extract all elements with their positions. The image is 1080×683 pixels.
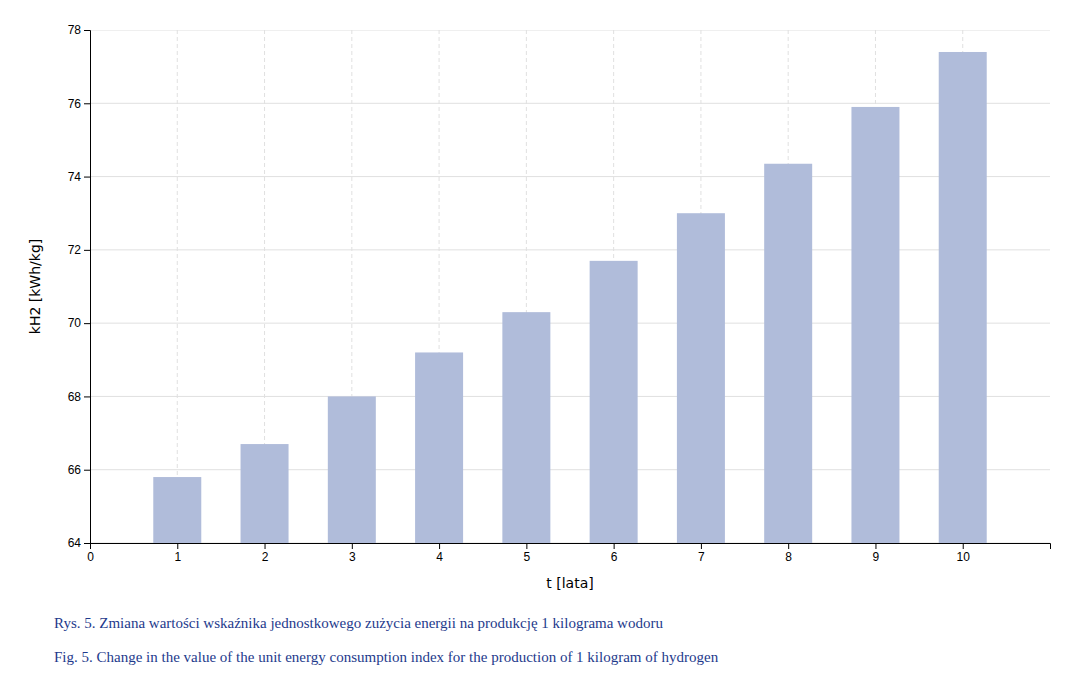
x-tick-label: 10 [957, 550, 971, 564]
plot: 0123456789106466687072747678 [68, 23, 1051, 563]
x-tick: 1 [174, 543, 181, 564]
grid-line [90, 469, 1050, 470]
x-tick-mark [177, 543, 178, 549]
grid [90, 30, 1050, 543]
grid-line [90, 396, 1050, 397]
grid-line [90, 103, 1050, 104]
bars [153, 52, 986, 543]
y-tick-mark [84, 250, 90, 251]
y-tick-mark [84, 470, 90, 471]
y-tick-label: 72 [68, 243, 82, 257]
y-axis: 64 66 68 70 72 74 76 78 [68, 23, 91, 550]
bar [328, 396, 376, 543]
x-tick: 5 [524, 543, 531, 564]
x-tick: 2 [262, 543, 269, 564]
x-tick-mark [875, 543, 876, 549]
x-tick: 7 [698, 543, 705, 564]
x-tick-label: 5 [524, 550, 531, 564]
y-axis-title: kH2 [kWh/kg] [27, 239, 43, 334]
grid-line [177, 30, 178, 543]
y-tick-mark [84, 30, 90, 31]
grid-line [90, 323, 1050, 324]
x-tick-label: 2 [262, 550, 269, 564]
grid-line [90, 176, 1050, 177]
x-tick-label: 7 [698, 550, 705, 564]
bar [153, 477, 201, 543]
y-tick: 78 [68, 23, 90, 37]
x-tick-mark [788, 543, 789, 549]
y-tick-mark [84, 543, 90, 544]
x-axis-line [91, 544, 1051, 550]
bar [415, 352, 463, 543]
y-tick-label: 70 [68, 316, 82, 330]
chart-svg: 0123456789106466687072747678t [lata]kH2 … [0, 0, 1080, 683]
x-tick-mark [963, 543, 964, 549]
x-tick-label: 0 [87, 550, 94, 564]
x-tick: 6 [611, 543, 618, 564]
x-tick-label: 6 [611, 550, 618, 564]
y-tick-label: 64 [68, 536, 82, 550]
x-tick-mark [614, 543, 615, 549]
x-tick-mark [526, 543, 527, 549]
x-tick-mark [439, 543, 440, 549]
bar [502, 312, 550, 543]
bar [241, 444, 289, 543]
x-tick-label: 4 [436, 550, 443, 564]
y-tick-mark [84, 103, 90, 104]
x-tick: 10 [957, 543, 971, 564]
y-tick-mark [84, 396, 90, 397]
grid-line [90, 249, 1050, 250]
bar [590, 261, 638, 543]
x-tick-label: 3 [349, 550, 356, 564]
y-axis-line [84, 31, 91, 544]
x-tick-mark [701, 543, 702, 549]
x-tick-label: 1 [174, 550, 181, 564]
bar [677, 213, 725, 543]
y-tick-label: 76 [68, 97, 82, 111]
bar [939, 52, 987, 543]
x-tick: 4 [436, 543, 443, 564]
bar [851, 107, 899, 543]
x-tick: 9 [873, 543, 880, 564]
x-tick-mark [352, 543, 353, 549]
y-tick: 76 [68, 97, 90, 111]
y-tick: 74 [68, 170, 90, 184]
y-tick-mark [84, 177, 90, 178]
y-tick: 70 [68, 316, 90, 330]
bar [764, 164, 812, 543]
grid-line [90, 543, 1050, 544]
x-tick-label: 9 [873, 550, 880, 564]
y-tick-label: 68 [68, 390, 82, 404]
y-tick: 66 [68, 463, 90, 477]
y-tick-label: 74 [68, 170, 82, 184]
y-tick-mark [84, 323, 90, 324]
y-tick-label: 78 [68, 23, 82, 37]
x-axis: 0 1 2 3 4 5 6 7 8 9 10 [87, 543, 1050, 564]
x-tick-mark [265, 543, 266, 549]
y-tick: 72 [68, 243, 90, 257]
y-tick: 64 [68, 536, 90, 550]
x-tick-label: 8 [785, 550, 792, 564]
x-tick: 3 [349, 543, 356, 564]
grid-line [90, 30, 1050, 31]
y-tick-label: 66 [68, 463, 82, 477]
x-tick: 0 [87, 543, 94, 564]
x-tick: 8 [785, 543, 792, 564]
caption: Fig. 5. Change in the value of the unit … [54, 649, 719, 665]
caption: Rys. 5. Zmiana wartości wskaźnika jednos… [54, 615, 663, 631]
x-axis-title: t [lata] [546, 575, 593, 591]
y-tick: 68 [68, 390, 90, 404]
